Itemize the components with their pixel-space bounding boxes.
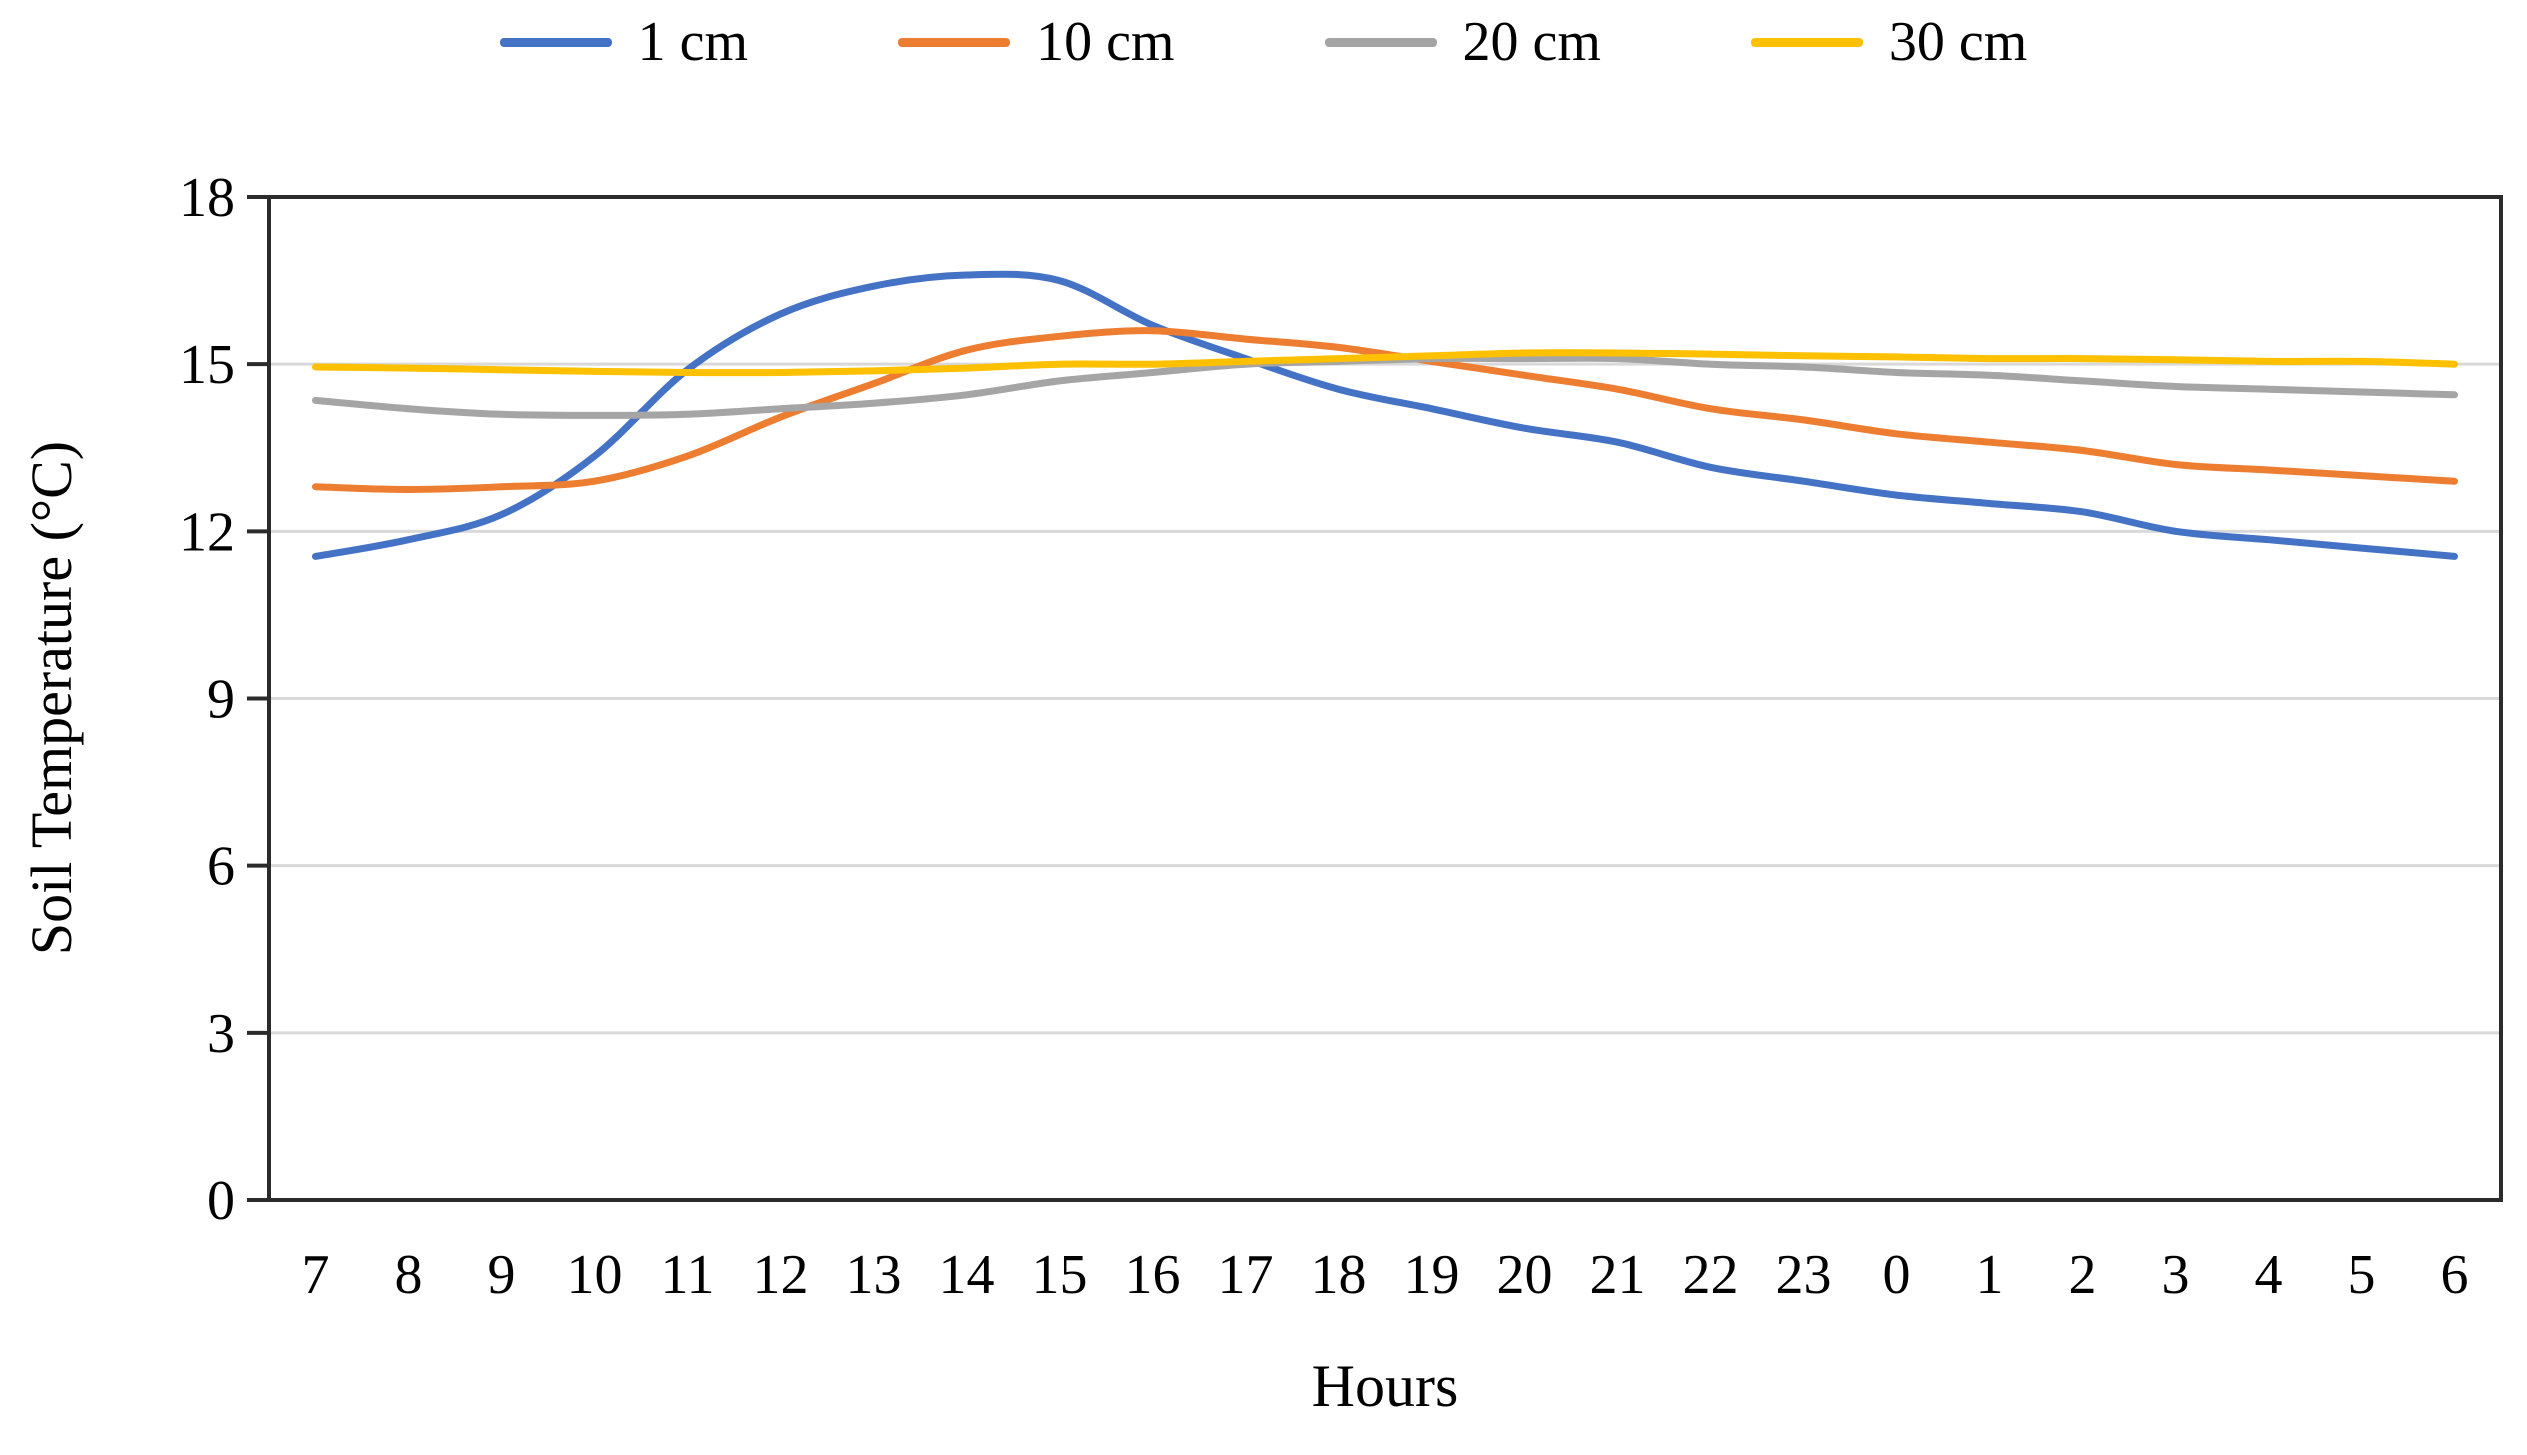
legend-item-1cm: 1 cm: [499, 11, 749, 74]
y-tick-label: 0: [207, 1170, 235, 1232]
legend-item-30cm: 30 cm: [1750, 11, 2028, 74]
series-line-1cm: [312, 270, 2458, 560]
x-tick-label: 8: [395, 1244, 423, 1306]
x-tick-label: 12: [753, 1244, 809, 1306]
series-line-10cm: [312, 327, 2458, 493]
x-tick-label: 22: [1683, 1244, 1739, 1306]
x-tick-label: 18: [1311, 1244, 1367, 1306]
y-tick-label: 3: [207, 1003, 235, 1065]
legend-label: 10 cm: [1036, 11, 1175, 73]
x-tick-label: 17: [1218, 1244, 1274, 1306]
legend-item-10cm: 10 cm: [898, 11, 1175, 74]
y-tick-label: 6: [207, 836, 235, 898]
legend-swatch: [1750, 38, 1863, 48]
legend: 1 cm 10 cm 20 cm 30 cm: [0, 11, 2527, 74]
x-tick-label: 20: [1497, 1244, 1553, 1306]
x-tick-label: 23: [1776, 1244, 1832, 1306]
legend-label: 1 cm: [637, 11, 749, 73]
x-tick-label: 7: [302, 1244, 330, 1306]
series-line-20cm: [312, 354, 2458, 419]
x-tick-label: 4: [2255, 1244, 2283, 1306]
y-axis-title: Soil Temperature (°C): [19, 440, 84, 956]
x-tick-label: 1: [1976, 1244, 2004, 1306]
legend-label: 20 cm: [1462, 11, 1601, 73]
y-tick-label: 9: [207, 669, 235, 731]
x-tick-label: 2: [2069, 1244, 2097, 1306]
x-axis-title: Hours: [1311, 1353, 1459, 1419]
x-tick-label: 9: [488, 1244, 516, 1306]
x-tick-label: 0: [1883, 1244, 1911, 1306]
x-tick-label: 10: [567, 1244, 623, 1306]
y-tick-label: 15: [179, 334, 235, 396]
x-tick-label: 16: [1125, 1244, 1181, 1306]
x-tick-label: 3: [2162, 1244, 2190, 1306]
series-line-30cm: [312, 349, 2458, 377]
legend-swatch: [898, 38, 1011, 48]
x-tick-label: 19: [1404, 1244, 1460, 1306]
x-tick-label: 5: [2348, 1244, 2376, 1306]
y-tick-label: 12: [179, 501, 235, 563]
y-tick-label: 18: [179, 167, 235, 229]
x-tick-label: 14: [939, 1244, 995, 1306]
x-tick-label: 15: [1032, 1244, 1088, 1306]
x-tick-label: 11: [661, 1244, 715, 1306]
x-tick-label: 13: [846, 1244, 902, 1306]
legend-swatch: [1324, 38, 1437, 48]
x-tick-label: 6: [2441, 1244, 2469, 1306]
legend-item-20cm: 20 cm: [1324, 11, 1601, 74]
x-tick-label: 21: [1590, 1244, 1646, 1306]
legend-swatch: [499, 38, 612, 48]
legend-label: 30 cm: [1888, 11, 2028, 73]
